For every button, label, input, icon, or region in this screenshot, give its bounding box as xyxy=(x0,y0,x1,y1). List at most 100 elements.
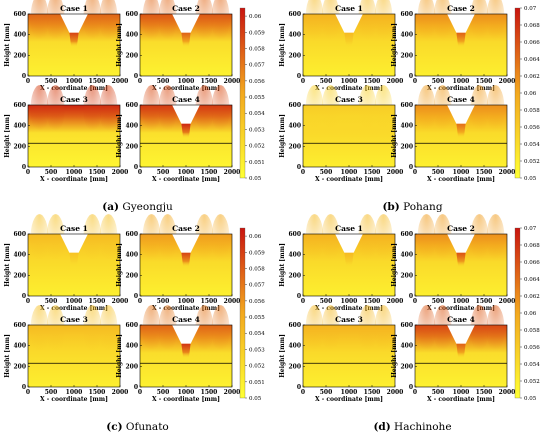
x-axis-label: X - coordinate [mm] xyxy=(427,176,495,183)
y-tick-label: 400 xyxy=(400,123,413,130)
y-axis-label: Height [mm] xyxy=(4,243,11,287)
field-streak xyxy=(417,305,436,354)
x-tick-label: 500 xyxy=(45,298,58,305)
colorbar-label: 0.056 xyxy=(249,79,265,85)
colorbar-label: 0.068 xyxy=(524,243,540,249)
colorbar-label: 0.064 xyxy=(524,277,540,283)
field-streak xyxy=(470,0,489,43)
trench-hotspot xyxy=(344,252,354,268)
y-tick-label: 600 xyxy=(400,11,413,18)
x-tick-label: 500 xyxy=(45,389,58,396)
caption-letter: (c) xyxy=(106,421,122,433)
field-streak xyxy=(30,0,49,43)
y-axis-label: Height [mm] xyxy=(391,23,398,67)
x-tick-label: 2000 xyxy=(112,169,129,176)
x-tick-label: 2000 xyxy=(224,389,241,396)
field-streak xyxy=(417,0,436,43)
field-streak xyxy=(305,85,324,134)
colorbar-label: 0.068 xyxy=(524,23,540,29)
y-tick-label: 600 xyxy=(288,102,301,109)
panel-b-4: Case 4 0 500 1000 1500 2000 0 200 400 600 X - coor… xyxy=(391,85,515,183)
y-tick-label: 200 xyxy=(125,363,138,370)
field-streak xyxy=(83,305,102,354)
x-tick-label: 0 xyxy=(413,78,417,85)
field-streak xyxy=(358,0,377,43)
x-tick-label: 0 xyxy=(301,389,305,396)
field-streak xyxy=(374,0,393,43)
x-tick-label: 500 xyxy=(157,298,170,305)
field-streak xyxy=(486,214,505,263)
field-streak xyxy=(83,214,102,263)
y-tick-label: 600 xyxy=(13,231,26,238)
x-tick-label: 500 xyxy=(320,169,333,176)
colorbar-label: 0.052 xyxy=(524,159,540,165)
y-tick-label: 0 xyxy=(134,384,138,391)
y-tick-label: 400 xyxy=(288,252,301,259)
y-axis-label: Height [mm] xyxy=(279,23,286,67)
panel-title: Case 1 xyxy=(335,224,363,233)
y-tick-label: 200 xyxy=(288,143,301,150)
y-tick-label: 0 xyxy=(409,384,413,391)
field-streak xyxy=(358,305,377,354)
y-tick-label: 0 xyxy=(22,293,26,300)
y-tick-label: 0 xyxy=(297,384,301,391)
panel-c-3: Case 3 0 500 1000 1500 2000 0 200 400 600 X - coor… xyxy=(4,305,128,403)
x-tick-label: 2000 xyxy=(387,298,404,305)
y-tick-label: 400 xyxy=(13,32,26,39)
y-tick-label: 200 xyxy=(400,363,413,370)
group-caption: (b) Pohang xyxy=(382,201,442,213)
y-axis-label: Height [mm] xyxy=(4,23,11,67)
trench-cutout xyxy=(447,105,475,124)
y-tick-label: 600 xyxy=(13,322,26,329)
field-streak xyxy=(433,85,452,134)
y-tick-label: 0 xyxy=(22,73,26,80)
x-tick-label: 500 xyxy=(320,298,333,305)
field-streak xyxy=(158,305,177,354)
panel-title: Case 1 xyxy=(60,224,88,233)
x-tick-label: 1000 xyxy=(178,169,195,176)
y-tick-label: 600 xyxy=(400,102,413,109)
x-axis-label: X - coordinate [mm] xyxy=(315,305,383,312)
field-streak xyxy=(417,214,436,263)
y-tick-label: 400 xyxy=(13,252,26,259)
panel-c-2: Case 2 0 500 1000 1500 2000 0 200 400 600 X - coor… xyxy=(116,214,240,312)
field-streak xyxy=(211,214,230,263)
x-tick-label: 1000 xyxy=(178,78,195,85)
colorbar-label: 0.062 xyxy=(524,294,540,300)
field-streak xyxy=(99,214,118,263)
trench-hotspot xyxy=(181,343,191,359)
panel-a-4: Case 4 0 500 1000 1500 2000 0 200 400 600 X - coor… xyxy=(116,85,240,183)
x-tick-label: 2000 xyxy=(387,389,404,396)
y-tick-label: 200 xyxy=(288,52,301,59)
panel-title: Case 2 xyxy=(172,4,200,13)
field-streak xyxy=(358,214,377,263)
y-tick-label: 400 xyxy=(288,343,301,350)
colorbar-label: 0.054 xyxy=(524,362,540,368)
colorbar-label: 0.053 xyxy=(249,347,265,353)
colorbar-label: 0.058 xyxy=(524,328,540,334)
x-axis-label: X - coordinate [mm] xyxy=(315,176,383,183)
colorbar-label: 0.053 xyxy=(249,127,265,133)
x-tick-label: 1500 xyxy=(476,169,493,176)
field-streak xyxy=(195,214,214,263)
caption-letter: (a) xyxy=(102,201,119,213)
field-streak xyxy=(321,0,340,43)
x-tick-label: 0 xyxy=(138,389,142,396)
trench-cutout xyxy=(60,234,88,253)
x-tick-label: 500 xyxy=(432,78,445,85)
x-tick-label: 1500 xyxy=(476,389,493,396)
x-tick-label: 0 xyxy=(138,169,142,176)
field-streak xyxy=(211,305,230,354)
x-tick-label: 500 xyxy=(320,78,333,85)
field-streak xyxy=(30,85,49,134)
x-tick-label: 1500 xyxy=(201,169,218,176)
field-streak xyxy=(305,305,324,354)
field-streak xyxy=(486,85,505,134)
panel-title: Case 3 xyxy=(335,315,363,324)
colorbar-label: 0.06 xyxy=(249,234,262,240)
field-streak xyxy=(158,0,177,43)
y-axis-label: Height [mm] xyxy=(279,243,286,287)
